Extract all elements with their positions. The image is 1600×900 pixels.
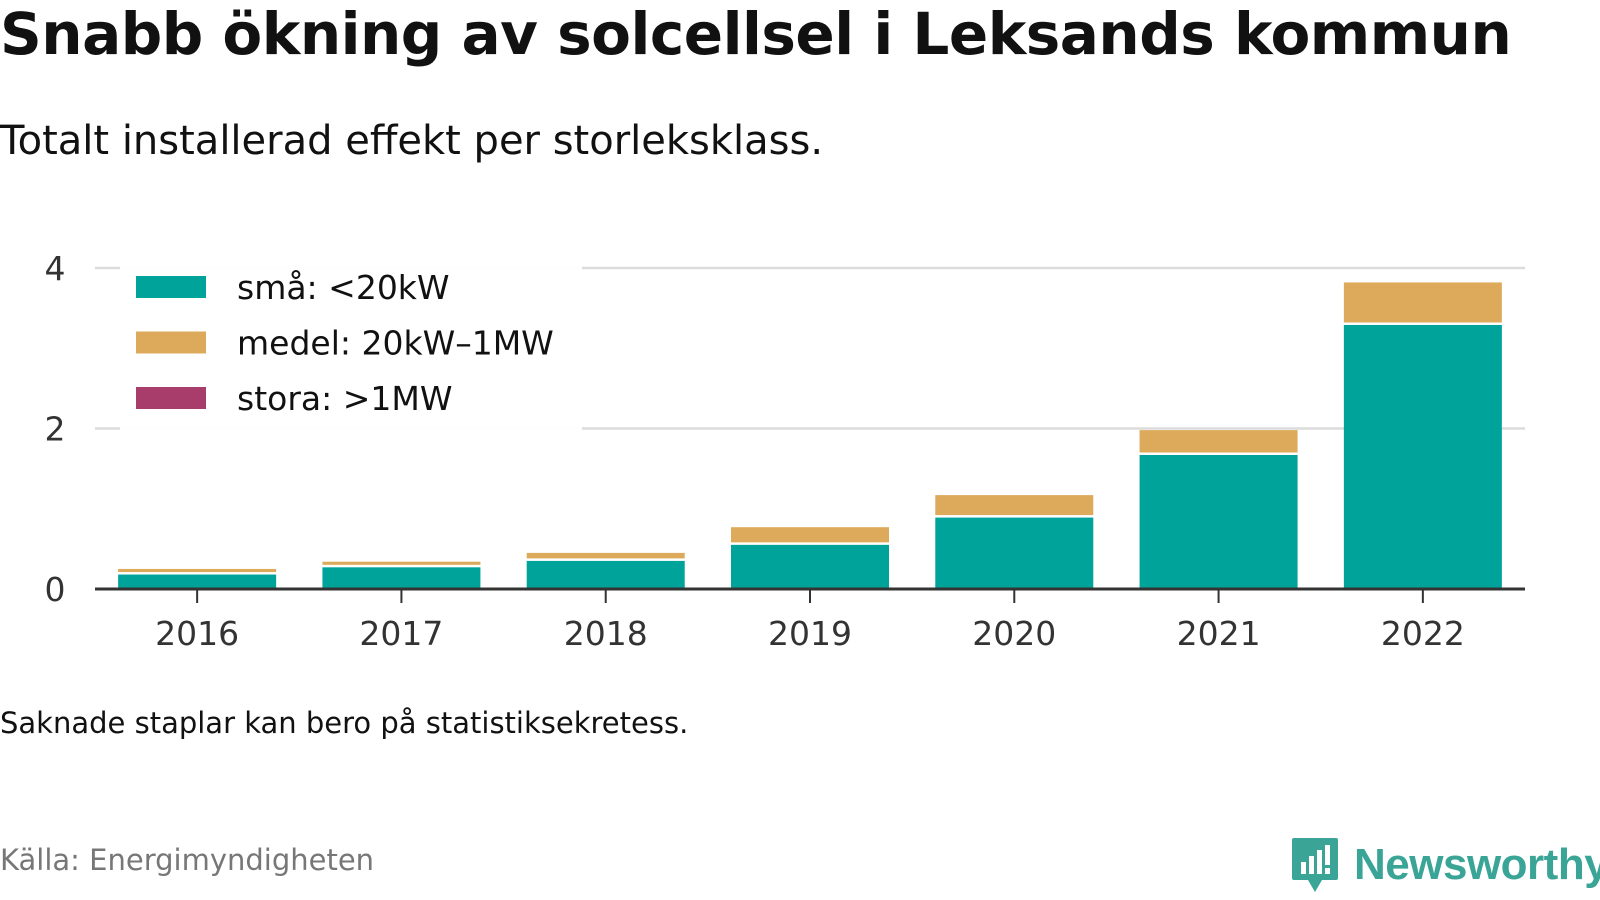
- bar-segment: [1343, 282, 1502, 323]
- brand-logo: Newsworthy: [1290, 836, 1600, 894]
- x-tick-label: 2021: [1177, 614, 1261, 653]
- axes: 0 2 4 2016 2017 2018 2019 2020 2021 2022: [45, 249, 1525, 653]
- y-tick-label: 4: [45, 249, 66, 288]
- bar-segment: [118, 574, 277, 589]
- legend: små: <20kW medel: 20kW–1MW stora: >1MW: [120, 266, 582, 432]
- y-tick-label: 2: [45, 410, 66, 449]
- legend-label: medel: 20kW–1MW: [237, 324, 554, 363]
- x-tick-label: 2017: [359, 614, 443, 653]
- brand-name: Newsworthy: [1354, 840, 1600, 889]
- legend-swatch: [136, 331, 206, 354]
- bar-segment: [1139, 454, 1298, 589]
- bar-segment: [526, 552, 685, 559]
- bar-segment: [322, 567, 481, 589]
- x-tick-label: 2016: [155, 614, 239, 653]
- legend-label: små: <20kW: [237, 268, 450, 307]
- bar-segment: [731, 527, 889, 543]
- legend-label: stora: >1MW: [237, 379, 452, 418]
- legend-swatch: [136, 276, 206, 298]
- bar-segment: [935, 495, 1094, 516]
- chart-subtitle: Totalt installerad effekt per storlekskl…: [0, 118, 824, 164]
- x-tick-label: 2022: [1381, 614, 1465, 653]
- legend-swatch: [136, 387, 206, 409]
- newsworthy-logo-icon: [1292, 838, 1338, 892]
- bars: [118, 282, 1502, 589]
- bar-segment: [731, 544, 889, 589]
- x-tick-label: 2019: [768, 614, 852, 653]
- bar-segment: [1139, 430, 1298, 453]
- bar-segment: [935, 517, 1094, 589]
- x-tick-label: 2018: [564, 614, 648, 653]
- bar-segment: [1343, 324, 1502, 589]
- bar-segment: [526, 560, 685, 589]
- y-tick-label: 0: [45, 570, 66, 609]
- footnote: Saknade staplar kan bero på statistiksek…: [0, 706, 689, 740]
- chart-title: Snabb ökning av solcellsel i Leksands ko…: [0, 0, 1512, 68]
- bar-segment: [118, 568, 277, 573]
- source-label: Källa: Energimyndigheten: [0, 843, 375, 877]
- bar-segment: [322, 561, 481, 565]
- x-tick-label: 2020: [972, 614, 1056, 653]
